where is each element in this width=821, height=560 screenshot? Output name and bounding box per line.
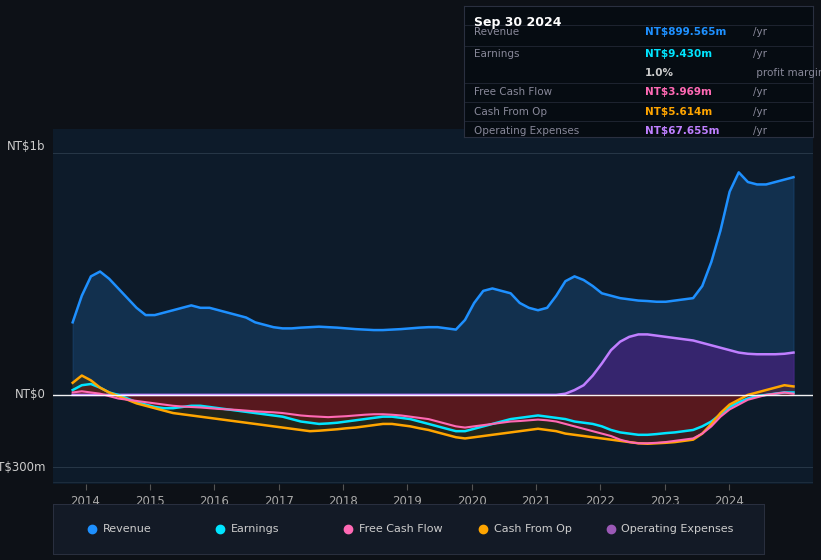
Text: /yr: /yr <box>754 107 768 117</box>
Text: /yr: /yr <box>754 87 768 97</box>
Text: 1.0%: 1.0% <box>645 68 674 78</box>
Text: Earnings: Earnings <box>231 524 279 534</box>
Text: Operating Expenses: Operating Expenses <box>475 125 580 136</box>
Text: NT$899.565m: NT$899.565m <box>645 27 727 37</box>
Text: /yr: /yr <box>754 125 768 136</box>
Text: Cash From Op: Cash From Op <box>475 107 548 117</box>
Text: NT$1b: NT$1b <box>7 140 46 153</box>
Text: Revenue: Revenue <box>475 27 520 37</box>
Text: NT$67.655m: NT$67.655m <box>645 125 720 136</box>
Text: /yr: /yr <box>754 49 768 59</box>
Text: NT$9.430m: NT$9.430m <box>645 49 713 59</box>
Text: Sep 30 2024: Sep 30 2024 <box>475 16 562 29</box>
Text: NT$5.614m: NT$5.614m <box>645 107 713 117</box>
Text: Operating Expenses: Operating Expenses <box>621 524 734 534</box>
Text: Cash From Op: Cash From Op <box>493 524 571 534</box>
Text: NT$3.969m: NT$3.969m <box>645 87 712 97</box>
Text: /yr: /yr <box>754 27 768 37</box>
Text: Free Cash Flow: Free Cash Flow <box>359 524 443 534</box>
Text: NT$0: NT$0 <box>15 389 46 402</box>
Text: profit margin: profit margin <box>754 68 821 78</box>
Text: -NT$300m: -NT$300m <box>0 461 46 474</box>
Text: Free Cash Flow: Free Cash Flow <box>475 87 553 97</box>
Text: Earnings: Earnings <box>475 49 520 59</box>
Text: Revenue: Revenue <box>103 524 152 534</box>
